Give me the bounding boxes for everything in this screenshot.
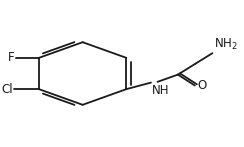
Text: F: F — [8, 51, 14, 64]
Text: NH$_2$: NH$_2$ — [214, 37, 237, 52]
Text: Cl: Cl — [1, 83, 13, 96]
Text: NH: NH — [152, 84, 170, 97]
Text: O: O — [197, 79, 206, 92]
